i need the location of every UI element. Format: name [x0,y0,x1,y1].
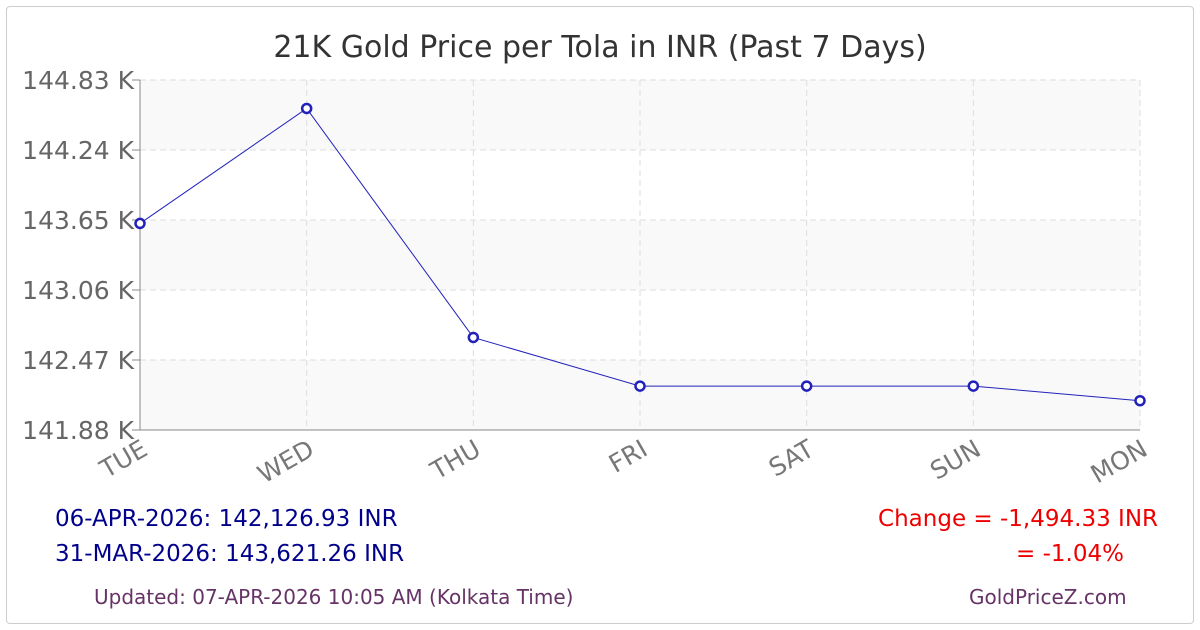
latest-price: 06-APR-2026: 142,126.93 INR [55,506,398,532]
data-point [467,331,480,344]
data-point [634,380,646,392]
y-tick-label: 143.65 K [22,206,134,235]
data-point [300,102,313,115]
updated-time: Updated: 07-APR-2026 10:05 AM (Kolkata T… [94,585,574,609]
y-tick-label: 143.06 K [22,276,134,305]
data-point [800,380,813,392]
x-tick-label: THU [425,434,486,486]
data-point [967,380,980,392]
data-point [1134,394,1146,407]
previous-price: 31-MAR-2026: 143,621.26 INR [55,541,405,567]
y-tick-label: 141.88 K [22,416,134,445]
y-tick-label: 142.47 K [22,346,134,375]
x-tick-label: MON [1086,434,1152,489]
change-amount: Change = -1,494.33 INR [878,506,1158,532]
x-tick-label: SUN [925,434,985,486]
change-percent: = -1.04% [1016,541,1124,567]
data-point [134,217,146,230]
y-tick-label: 144.24 K [22,136,134,165]
x-tick-label: WED [253,434,319,489]
chart-frame [6,6,1194,624]
y-tick-label: 144.83 K [22,66,134,95]
site-link[interactable]: GoldPriceZ.com [969,585,1127,609]
chart-title: 21K Gold Price per Tola in INR (Past 7 D… [273,30,927,65]
x-tick-label: FRI [604,434,652,479]
x-tick-label: SAT [764,434,820,483]
